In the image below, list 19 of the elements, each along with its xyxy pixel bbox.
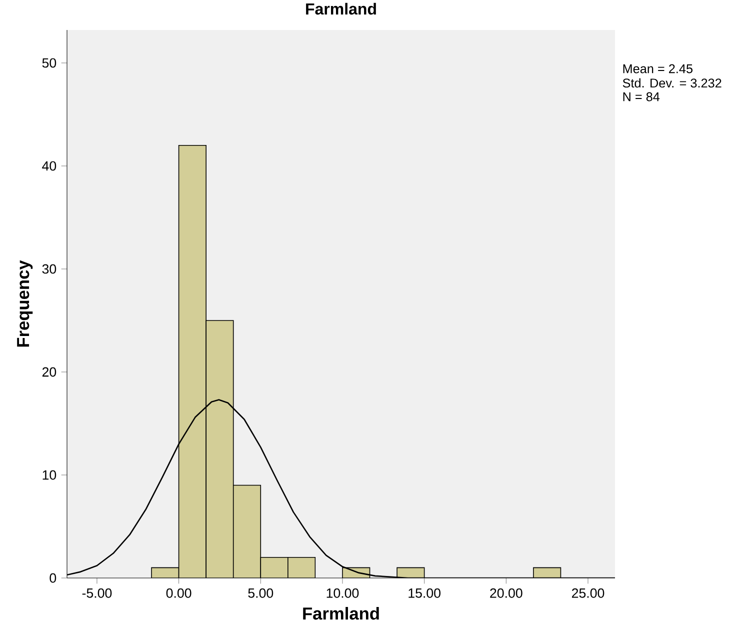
x-tick-label: 0.00 xyxy=(166,588,192,598)
y-tick-label: 50 xyxy=(42,58,56,68)
y-axis-title: Frequency xyxy=(17,260,33,347)
x-tick-label: 25.00 xyxy=(572,588,604,598)
x-tick-label: 5.00 xyxy=(248,588,274,598)
y-tick-label: 20 xyxy=(42,367,56,377)
text: N = 84 xyxy=(623,92,660,102)
y-tick-label: 10 xyxy=(42,470,56,480)
x-tick-label: 10.00 xyxy=(326,588,359,598)
text: Std. Dev. = 3.232 xyxy=(622,78,722,88)
y-tick-label: 40 xyxy=(42,161,56,171)
x-tick-label: -5.00 xyxy=(82,588,112,598)
x-axis-title: Farmland xyxy=(303,606,379,620)
chart-title: Farmland xyxy=(306,2,376,15)
y-tick-label: 0 xyxy=(50,573,56,583)
x-tick-label: 15.00 xyxy=(408,588,440,598)
x-tick-label: 20.00 xyxy=(490,588,522,598)
y-tick-label: 30 xyxy=(42,264,56,274)
text: Mean = 2.45 xyxy=(623,64,693,74)
